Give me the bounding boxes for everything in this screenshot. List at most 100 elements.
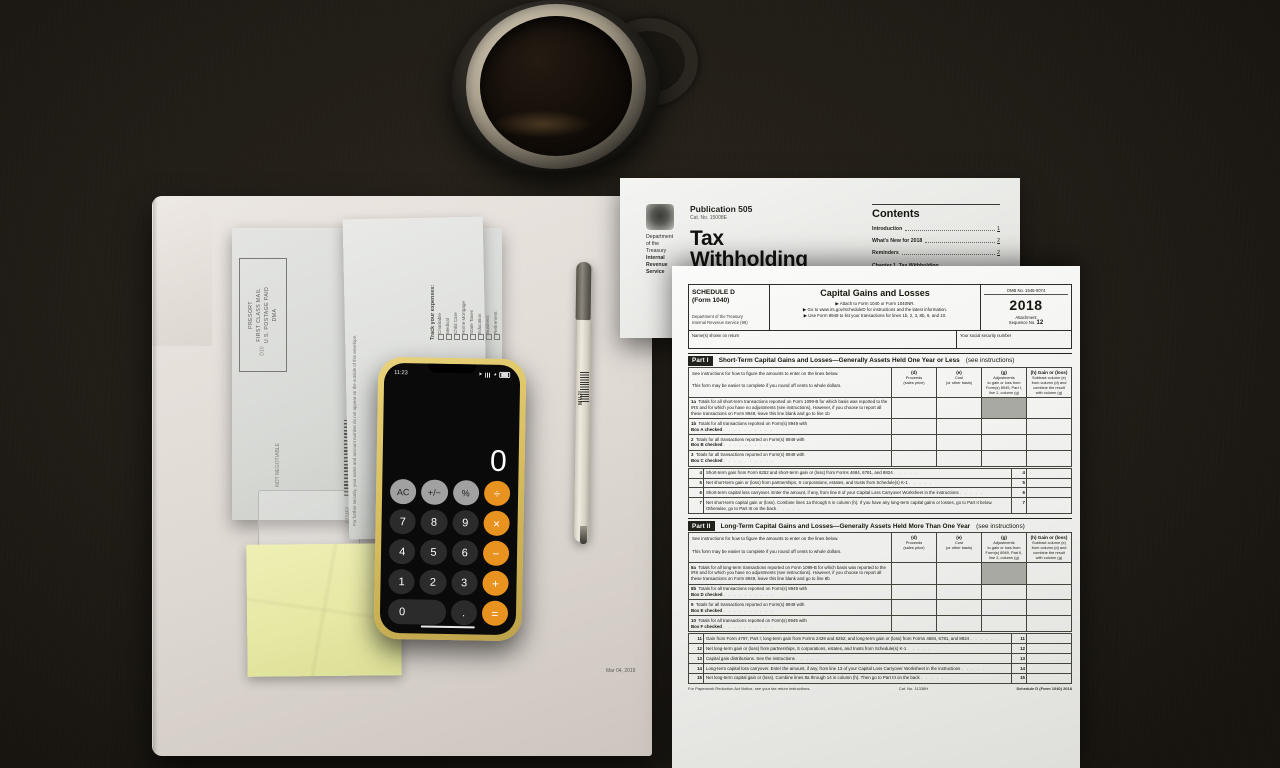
form8949-note: ▶ Use Form 8949 to list your transaction… (803, 313, 947, 319)
cell-e[interactable] (936, 615, 982, 632)
cell-d[interactable] (891, 562, 937, 585)
toc-entry: What's New for 2018 2 (872, 238, 1000, 244)
cell-h[interactable] (1026, 418, 1072, 435)
toc-entry: Reminders 2 (872, 250, 1000, 256)
cell-e[interactable] (936, 418, 982, 435)
col-h-header: (h) Gain or (loss) Subtract column (e) fr… (1026, 366, 1072, 398)
cell-e[interactable] (936, 583, 982, 601)
calc-key-3[interactable]: 3 (450, 570, 478, 596)
line-amount[interactable] (1026, 477, 1072, 489)
calc-key-+[interactable]: + (482, 570, 509, 597)
cell-e[interactable] (936, 562, 982, 585)
cell-g[interactable] (981, 583, 1027, 601)
line-text: Long-term capital loss carryover. Enter … (703, 662, 1012, 674)
line-amount[interactable] (1026, 467, 1072, 479)
cell-d[interactable] (891, 418, 937, 435)
col-h2-header: (h) Gain or (loss) Subtract column (e) fr… (1026, 532, 1072, 564)
line-amount[interactable] (1026, 652, 1072, 664)
cell-h[interactable] (1026, 599, 1072, 617)
name-field-label[interactable]: Name(s) shown on return (689, 330, 957, 348)
sequence-number: 12 (1036, 320, 1044, 327)
phone-screen[interactable]: 11:23 ➤ ◕ 0 AC +/−% ÷ 7 8 9 × 4 5 6− 1 2 3 +0. = (379, 362, 521, 636)
pen-brand-label: MUJI (578, 390, 584, 406)
ssn-field-label[interactable]: Your social security number (960, 332, 1012, 338)
dept-line-2: Internal Revenue Service (99) (692, 319, 748, 325)
cell-d[interactable] (891, 433, 937, 451)
cell-h[interactable] (1026, 396, 1072, 420)
part-2-column-headers: See instructions for how to figure the a… (688, 532, 1072, 564)
line-text: Net long-term capital gain or (loss). Co… (703, 672, 1012, 684)
cell-g[interactable] (981, 433, 1027, 451)
envelope-address-window (258, 490, 360, 548)
cell-g[interactable] (981, 599, 1027, 617)
checklist-item: Child Care (452, 268, 460, 340)
cell-g[interactable] (981, 615, 1027, 632)
calculator-keypad[interactable]: AC +/−% ÷ 7 8 9 × 4 5 6− 1 2 3 +0. = (387, 478, 511, 627)
line-amount[interactable] (1026, 672, 1072, 684)
line-amount[interactable] (1026, 497, 1072, 515)
part-2-plain-lines: 11 Gain from Form 4797, Part I; long-term… (688, 632, 1072, 684)
line-amount[interactable] (1026, 642, 1072, 654)
footer-cat-no: Cat. No. 11338H (898, 685, 929, 691)
cell-h[interactable] (1026, 615, 1072, 632)
cell-d[interactable] (891, 449, 937, 467)
form-line-11: 11 Gain from Form 4797, Part I; long-term… (688, 632, 1072, 644)
calc-key-−[interactable]: − (482, 540, 510, 567)
part-1-column-headers: See instructions for how to figure the a… (688, 366, 1072, 398)
cell-h[interactable] (1026, 449, 1072, 467)
line-text: Capital gain distributions. See the inst… (703, 652, 1012, 664)
calc-key-5[interactable]: 5 (420, 539, 447, 565)
calc-key-AC[interactable]: AC (389, 478, 417, 505)
calc-key-0[interactable]: 0 (387, 598, 446, 625)
folder-tab (152, 196, 212, 346)
line-text: Net short-term gain or (loss) from partn… (703, 477, 1012, 489)
calc-key-+/−[interactable]: +/− (421, 479, 448, 505)
cell-d[interactable] (891, 396, 937, 420)
form-line-12: 12 Net long-term gain or (loss) from part… (688, 642, 1072, 654)
cell-e[interactable] (936, 449, 982, 467)
cell-e[interactable] (936, 433, 982, 451)
cell-h[interactable] (1026, 433, 1072, 451)
form-line-13: 13 Capital gain distributions. See the in… (688, 652, 1072, 664)
cell-g[interactable] (981, 562, 1027, 585)
cell-g[interactable] (981, 418, 1027, 435)
calc-key-1[interactable]: 1 (388, 568, 416, 595)
cell-h[interactable] (1026, 583, 1072, 601)
calc-key-×[interactable]: × (483, 510, 510, 537)
coffee-reflection (492, 110, 592, 138)
cell-e[interactable] (936, 396, 982, 420)
calc-key-7[interactable]: 7 (389, 508, 417, 535)
cell-d[interactable] (891, 583, 937, 601)
line-amount[interactable] (1026, 632, 1072, 644)
form-line-6: 6 Short-term capital loss carryover. Ente… (688, 487, 1072, 499)
cell-e[interactable] (936, 599, 982, 617)
calc-key-8[interactable]: 8 (420, 509, 448, 535)
calc-key-4[interactable]: 4 (388, 538, 416, 565)
cell-d[interactable] (891, 599, 937, 617)
calc-key-6[interactable]: 6 (451, 540, 479, 566)
line-text: Short-term capital loss carryover. Enter… (703, 487, 1012, 499)
checklist-item: Charitable (436, 268, 444, 340)
cell-g[interactable] (981, 449, 1027, 467)
tax-year: 2018 (1009, 297, 1043, 313)
form-line-5: 5 Net short-term gain or (loss) from part… (688, 477, 1072, 489)
calc-key-%[interactable]: % (452, 480, 480, 506)
line-amount[interactable] (1026, 662, 1072, 674)
col-d-header: (d) Proceeds (sales price) (891, 366, 937, 398)
form-title: Capital Gains and Losses (820, 288, 930, 298)
pen-cap (575, 261, 592, 321)
cell-h[interactable] (1026, 562, 1072, 585)
form-label: (Form 1040) (692, 297, 730, 304)
calc-key-.[interactable]: . (450, 600, 477, 626)
line-amount[interactable] (1026, 487, 1072, 499)
cellular-signal-icon (485, 372, 492, 378)
irs-seal-block: Department of the Treasury Internal Reve… (646, 204, 676, 338)
calc-key-=[interactable]: = (481, 600, 509, 627)
calc-key-÷[interactable]: ÷ (483, 480, 511, 507)
home-indicator[interactable] (420, 625, 475, 629)
cell-g[interactable] (981, 396, 1027, 420)
calc-key-9[interactable]: 9 (451, 510, 479, 536)
calc-key-2[interactable]: 2 (419, 569, 447, 595)
col-d2-header: (d) Proceeds (sales price) (891, 532, 937, 564)
cell-d[interactable] (891, 615, 937, 632)
